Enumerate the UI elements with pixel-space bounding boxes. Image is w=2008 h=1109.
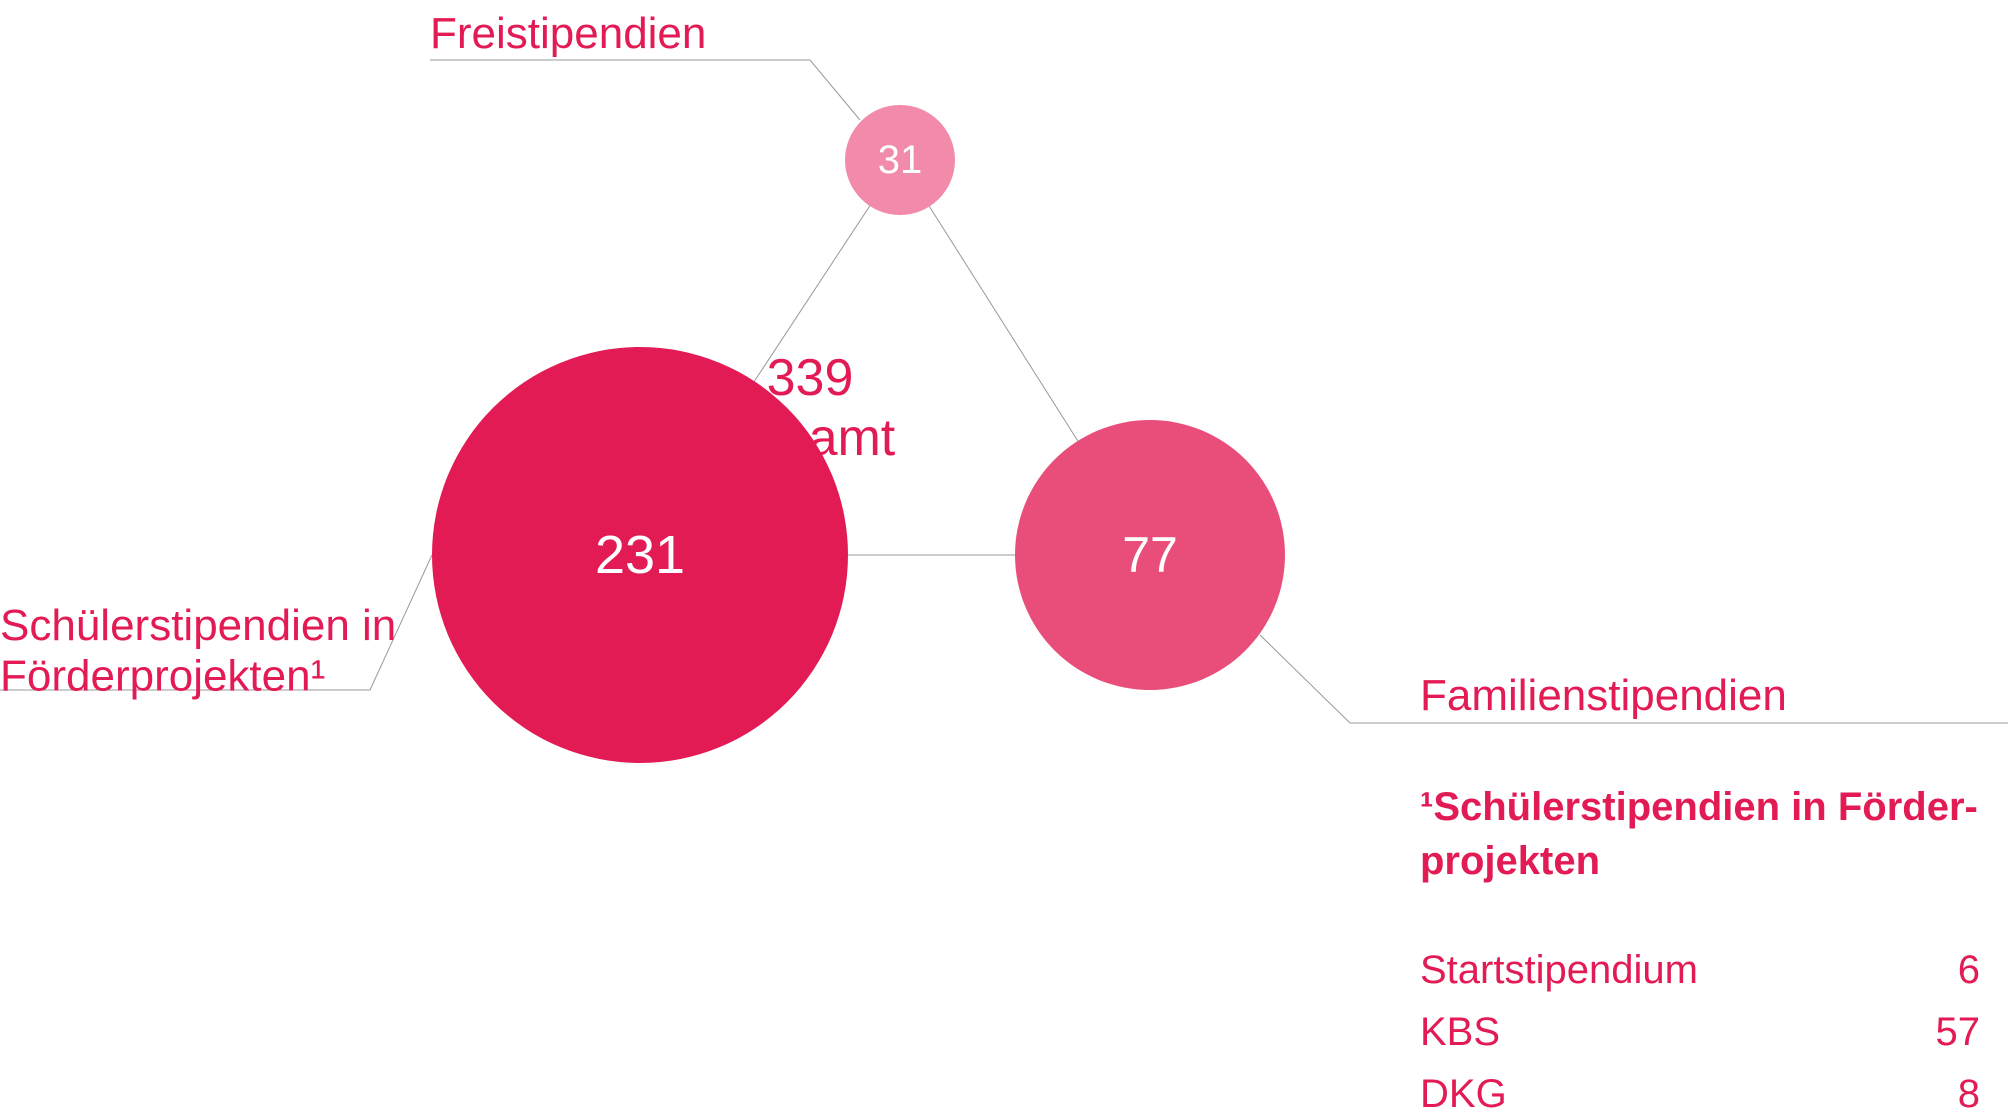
footnote-row-label: KBS	[1420, 1010, 1500, 1054]
footnote-row-label: Startstipendium	[1420, 948, 1698, 992]
footnote-row-value: 8	[1958, 1072, 1980, 1109]
ext-label-schueler: Schülerstipendien inFörderprojekten¹	[0, 601, 396, 701]
footnote-row-label: DKG	[1420, 1072, 1507, 1109]
footnote-row-value: 57	[1936, 1010, 1981, 1054]
bubble-value-frei: 31	[878, 138, 923, 182]
center-value: 339	[767, 349, 854, 407]
footnote-title: ¹Schülerstipendien in Förder-projekten	[1420, 785, 1978, 883]
ext-label-familien: Familienstipendien	[1420, 671, 1787, 720]
bubble-value-schueler: 231	[595, 525, 685, 585]
leader-line-frei	[430, 60, 860, 120]
bubble-value-familien: 77	[1122, 527, 1178, 583]
center-label: gesamt	[725, 409, 896, 467]
footnote-row-value: 6	[1958, 948, 1980, 992]
ext-label-frei: Freistipendien	[430, 9, 706, 58]
